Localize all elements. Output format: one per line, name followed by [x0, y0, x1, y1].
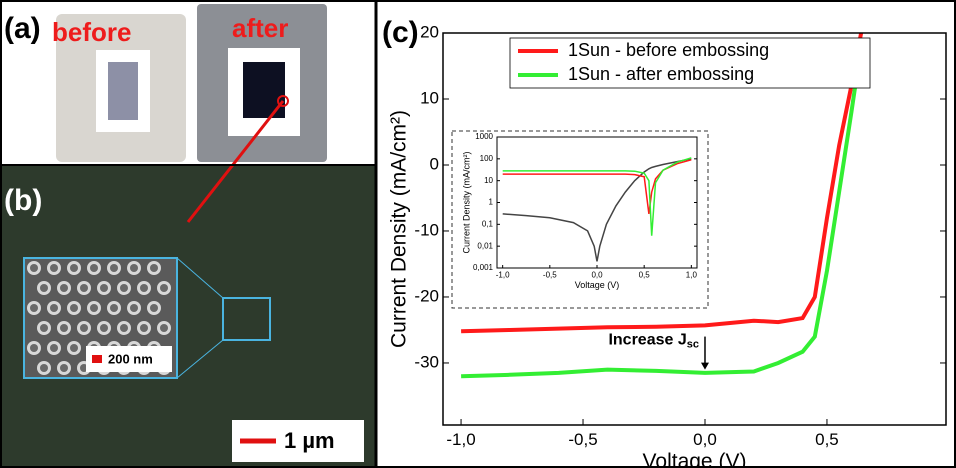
x-tick-label: -0,5 — [543, 270, 557, 279]
y-tick-label: -20 — [414, 286, 439, 305]
y-tick-label: -30 — [414, 352, 439, 371]
x-tick-label: -1,0 — [446, 430, 475, 449]
hole — [110, 304, 118, 312]
legend-box — [509, 37, 871, 89]
hole — [60, 284, 68, 292]
zoom-box — [222, 297, 271, 341]
series-line — [461, 33, 864, 334]
y-tick-label: 0,1 — [482, 219, 494, 228]
hole — [100, 324, 108, 332]
y-tick-label: -10 — [414, 220, 439, 239]
hole — [60, 324, 68, 332]
scale-label: 200 nm — [108, 351, 153, 366]
scale-label: 1 µm — [284, 428, 335, 453]
hole — [50, 264, 58, 272]
hole — [50, 304, 58, 312]
zoom-line — [176, 339, 224, 379]
series-line — [502, 158, 692, 262]
inset-box — [451, 130, 709, 309]
y-axis-label: Current Density (mA/cm²) — [461, 151, 471, 253]
hole — [40, 284, 48, 292]
x-tick-label: 0,5 — [639, 270, 651, 279]
hole — [30, 264, 38, 272]
y-tick-label: 10 — [484, 176, 493, 185]
cell — [108, 62, 138, 120]
hole — [70, 344, 78, 352]
hole — [30, 344, 38, 352]
y-tick-label: 100 — [480, 154, 494, 163]
hole — [100, 284, 108, 292]
hole — [80, 324, 88, 332]
label-after: after — [232, 13, 288, 43]
annotation-text: Increase J — [608, 332, 686, 349]
y-tick-label: 0,001 — [473, 263, 494, 272]
plot-frame — [442, 32, 947, 426]
cell — [243, 62, 285, 118]
annotation-sub: sc — [687, 338, 699, 350]
hole — [130, 304, 138, 312]
hole — [70, 264, 78, 272]
y-tick-label: 20 — [420, 22, 439, 41]
zoom-line — [176, 257, 224, 299]
x-tick-label: 1,0 — [686, 270, 698, 279]
pointer-circle — [277, 95, 289, 107]
legend-label: 1Sun - before embossing — [568, 40, 769, 60]
hole — [130, 264, 138, 272]
hole — [50, 344, 58, 352]
hole — [110, 264, 118, 272]
panel-label: (b) — [4, 184, 42, 217]
y-axis-label: Current Density (mA/cm²) — [388, 110, 411, 348]
x-tick-label: 0,0 — [591, 270, 603, 279]
y-tick-label: 1000 — [475, 132, 493, 141]
y-tick-label: 0,01 — [477, 241, 493, 250]
x-tick-label: -1,0 — [496, 270, 510, 279]
hole — [160, 324, 168, 332]
series-line — [502, 159, 692, 214]
hole — [150, 304, 158, 312]
series-line — [502, 157, 692, 236]
panel-label: (c) — [382, 16, 419, 49]
hole — [40, 364, 48, 372]
hole — [120, 324, 128, 332]
x-tick-label: 0,5 — [815, 430, 839, 449]
y-tick-label: 0 — [430, 154, 439, 173]
hole — [120, 284, 128, 292]
scale-bar — [92, 355, 102, 363]
hole — [90, 304, 98, 312]
charts: -30 -20 -10 0 10 20 -1,0 -0,5 0,0 0,5 Voltage (V) C… — [388, 22, 947, 468]
x-tick-label: -0,5 — [568, 430, 597, 449]
pointer — [186, 100, 285, 223]
hole — [90, 264, 98, 272]
hole — [60, 364, 68, 372]
series-line — [461, 45, 864, 379]
hole — [140, 324, 148, 332]
x-tick-label: 0,0 — [693, 430, 717, 449]
hole — [70, 304, 78, 312]
hole — [150, 264, 158, 272]
hole — [30, 304, 38, 312]
hole — [40, 324, 48, 332]
hole — [160, 284, 168, 292]
y-tick-label: 10 — [420, 88, 439, 107]
panel-label: (a) — [4, 12, 41, 45]
hole — [80, 284, 88, 292]
x-axis-label: Voltage (V) — [575, 280, 620, 290]
x-axis-label: Voltage (V) — [643, 450, 747, 468]
annotation: Increase Jsc — [608, 332, 699, 351]
annotation-arrowhead — [700, 362, 709, 370]
y-tick-label: 1 — [489, 198, 494, 207]
legend-label: 1Sun - after embossing — [568, 64, 754, 84]
hole — [140, 284, 148, 292]
label-before: before — [52, 17, 131, 47]
